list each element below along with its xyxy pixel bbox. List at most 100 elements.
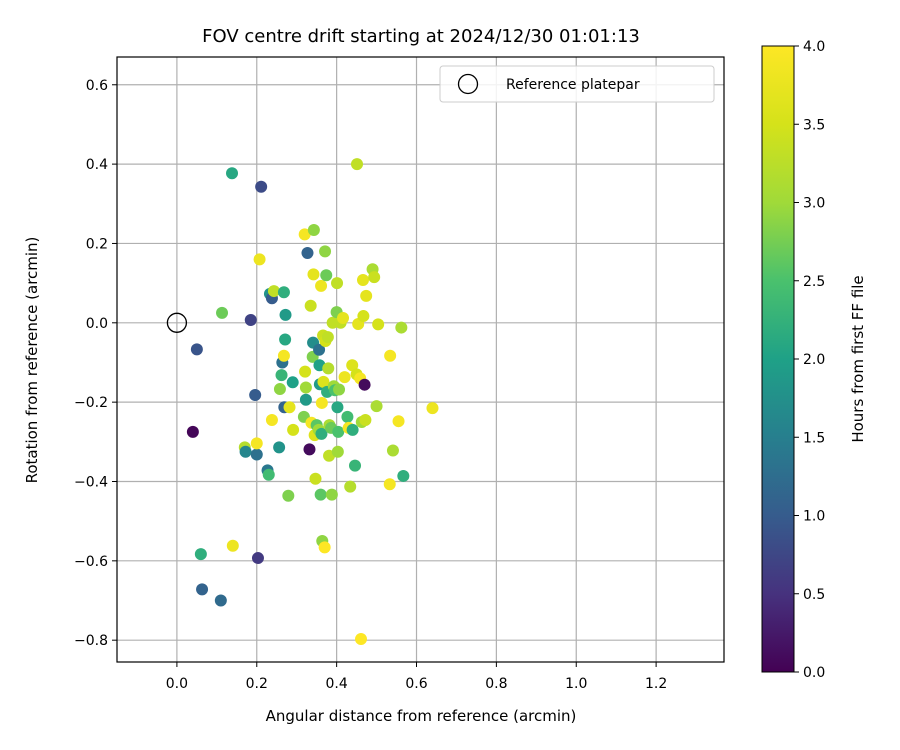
x-tick-label: 0.6 xyxy=(405,676,427,692)
colorbar-gradient xyxy=(761,45,795,673)
data-point xyxy=(321,331,334,344)
colorbar-label: Hours from first FF file xyxy=(849,275,867,442)
data-point xyxy=(301,246,314,259)
data-point xyxy=(304,299,317,312)
reference-point-marker xyxy=(166,312,188,333)
data-point xyxy=(279,333,292,346)
data-point xyxy=(267,285,280,298)
data-point xyxy=(384,349,397,362)
data-point xyxy=(307,223,320,236)
colorbar-tick-label: 4.0 xyxy=(803,39,825,55)
data-point xyxy=(275,369,288,382)
data-point xyxy=(360,289,373,302)
x-tick-label: 0.0 xyxy=(166,676,188,692)
x-tick-label: 1.0 xyxy=(565,676,587,692)
y-tick-label: −0.2 xyxy=(74,395,108,411)
data-point xyxy=(337,312,350,325)
chart-title: FOV centre drift starting at 2024/12/30 … xyxy=(202,26,640,47)
data-point xyxy=(299,393,312,406)
data-point xyxy=(395,321,408,334)
data-point xyxy=(244,314,257,327)
data-point xyxy=(196,583,209,596)
colorbar-tick-label: 0.5 xyxy=(803,587,825,603)
data-point xyxy=(282,489,295,502)
plot-frame xyxy=(116,56,725,663)
x-tick-label: 0.4 xyxy=(326,676,348,692)
data-point xyxy=(251,552,264,565)
x-tick-label: 0.2 xyxy=(246,676,268,692)
data-point xyxy=(250,437,263,450)
data-point xyxy=(318,541,331,554)
x-tick-label: 1.2 xyxy=(645,676,667,692)
data-point xyxy=(320,269,333,282)
y-axis-ticks: 0.6 0.4 0.2 0.0 −0.2 −0.4 −0.6 −0.8 xyxy=(74,78,117,649)
data-point xyxy=(299,365,312,378)
data-point xyxy=(315,396,328,409)
data-point xyxy=(226,539,239,552)
data-point xyxy=(333,383,346,396)
data-point xyxy=(338,371,351,384)
y-tick-label: 0.0 xyxy=(86,316,108,332)
data-point xyxy=(370,400,383,413)
x-tick-label: 0.8 xyxy=(485,676,507,692)
y-axis-title: Rotation from reference (arcmin) xyxy=(23,237,41,484)
colorbar-tick-label: 0.0 xyxy=(803,665,825,681)
legend: Reference platepar xyxy=(439,65,715,103)
data-point xyxy=(286,376,299,389)
y-tick-label: 0.4 xyxy=(86,157,108,173)
data-point xyxy=(349,459,362,472)
colorbar: 0.0 0.5 1.0 1.5 2.0 2.5 3.0 3.5 4.0 Hours from f… xyxy=(761,39,867,681)
data-point xyxy=(397,469,410,482)
data-point xyxy=(319,245,332,258)
grid xyxy=(117,57,724,662)
data-point xyxy=(298,228,311,241)
data-point xyxy=(332,425,345,438)
data-point xyxy=(426,402,439,415)
data-points xyxy=(166,158,439,645)
data-point xyxy=(253,253,266,266)
data-point xyxy=(255,180,268,193)
data-point xyxy=(287,423,300,436)
data-point xyxy=(356,273,369,286)
colorbar-tick-label: 3.0 xyxy=(803,196,825,212)
data-point xyxy=(358,378,371,391)
x-axis-title: Angular distance from reference (arcmin) xyxy=(266,707,577,725)
data-point xyxy=(313,343,326,356)
colorbar-tick-label: 1.5 xyxy=(803,430,825,446)
colorbar-tick-label: 2.5 xyxy=(803,274,825,290)
data-point xyxy=(331,401,344,414)
data-point xyxy=(354,632,367,645)
data-point xyxy=(262,468,275,481)
data-point xyxy=(315,279,328,292)
data-point xyxy=(277,286,290,299)
data-point xyxy=(307,268,320,281)
data-point xyxy=(190,343,203,356)
data-point xyxy=(303,443,316,456)
data-point xyxy=(315,427,328,440)
y-tick-label: −0.6 xyxy=(74,554,108,570)
colorbar-ticks: 0.0 0.5 1.0 1.5 2.0 2.5 3.0 3.5 4.0 xyxy=(794,39,825,681)
data-point xyxy=(346,359,359,372)
data-point xyxy=(392,415,405,428)
data-point xyxy=(226,167,239,180)
data-point xyxy=(277,349,290,362)
data-point xyxy=(357,310,370,323)
data-point xyxy=(273,383,286,396)
data-point xyxy=(386,444,399,457)
data-point xyxy=(325,488,338,501)
data-point xyxy=(344,480,357,493)
data-point xyxy=(265,414,278,426)
data-point xyxy=(331,445,344,458)
data-point xyxy=(359,414,372,426)
legend-label: Reference platepar xyxy=(506,77,640,93)
colorbar-tick-label: 2.0 xyxy=(803,352,825,368)
legend-box xyxy=(439,65,715,103)
data-point xyxy=(194,548,207,561)
data-point xyxy=(239,445,252,458)
data-point xyxy=(322,362,335,375)
data-point xyxy=(317,375,330,388)
x-axis-ticks: 0.0 0.2 0.4 0.6 0.8 1.0 1.2 xyxy=(166,662,667,692)
y-tick-label: −0.8 xyxy=(74,633,108,649)
y-tick-label: 0.6 xyxy=(86,78,108,94)
